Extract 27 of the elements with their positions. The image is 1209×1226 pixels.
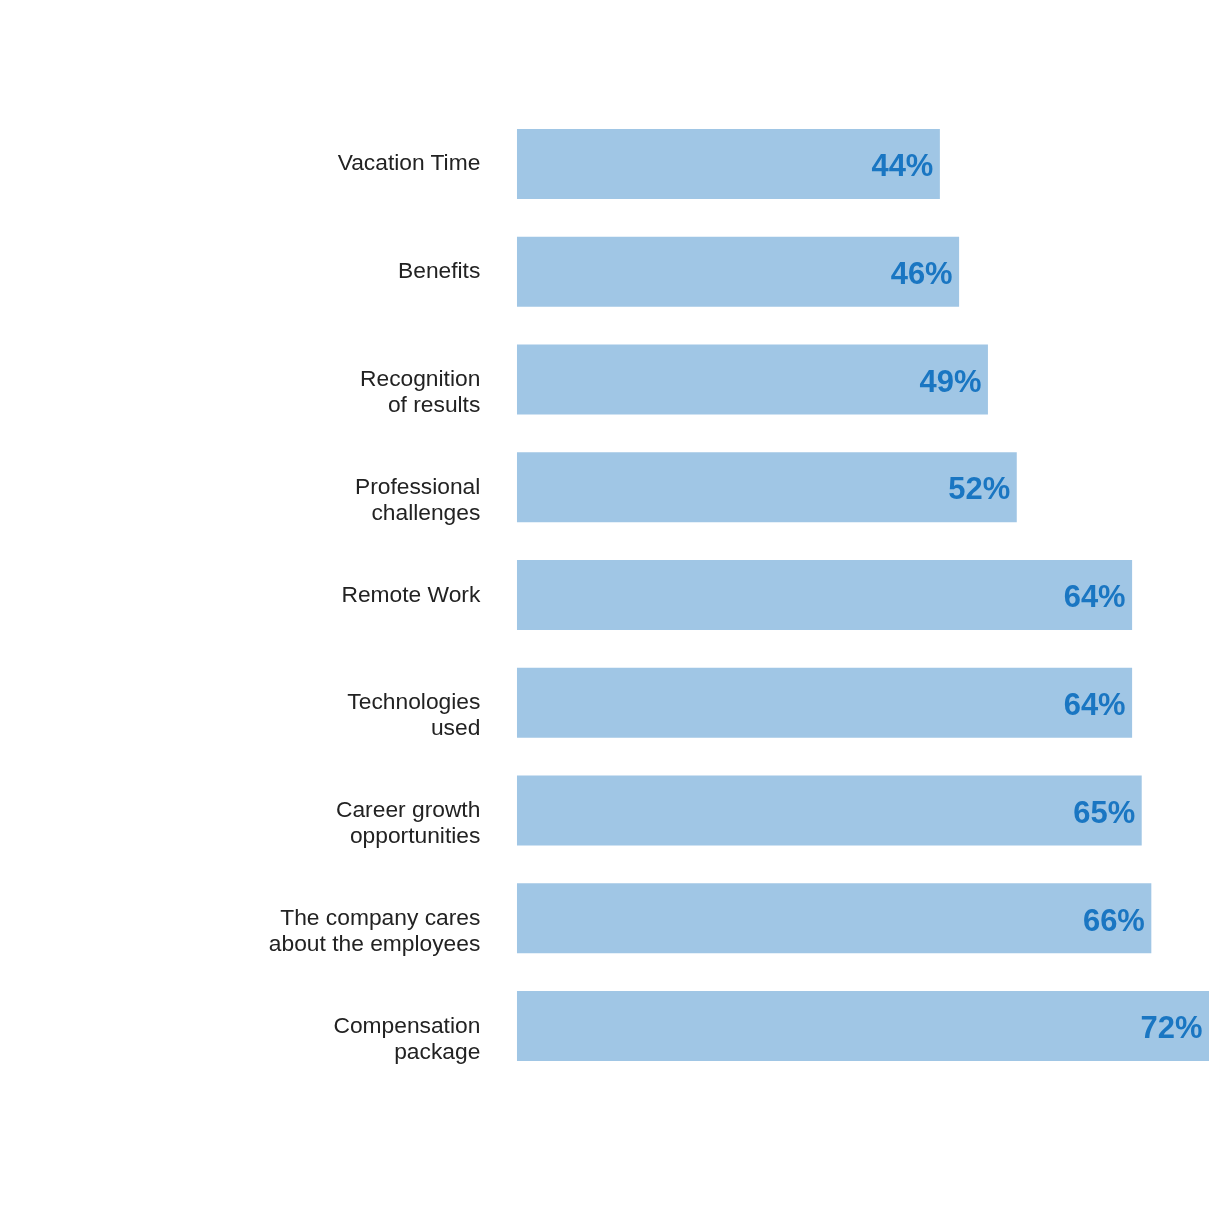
y-tick-label: Remote Work [341,580,481,607]
data-label: 66% [1082,902,1145,938]
data-label: 46% [890,255,953,291]
data-label: 72% [1140,1010,1203,1046]
y-tick-label: Benefits [398,257,481,284]
bar [516,236,960,307]
data-label: 44% [871,148,934,184]
y-tick-label: Recognition of results [360,364,481,418]
y-tick-label: Vacation Time [337,149,481,176]
bar [516,128,940,199]
bar [516,991,1209,1062]
data-label: 64% [1063,686,1126,722]
bar [516,559,1133,631]
bar [516,775,1142,846]
bar [516,452,1017,523]
bar [516,883,1152,954]
y-tick-label: Career growth opportunities [336,796,481,849]
data-label: 64% [1063,579,1126,615]
y-tick-label: The company cares about the employees [268,903,481,956]
data-label: 52% [948,471,1011,507]
y-tick-label: Technologies used [347,688,481,741]
bar [516,667,1133,738]
y-tick-label: Compensation package [333,1011,481,1064]
data-label: 65% [1073,794,1136,830]
y-tick-label: Professional challenges [354,472,481,525]
data-label: 49% [919,363,982,399]
bar [516,344,988,415]
